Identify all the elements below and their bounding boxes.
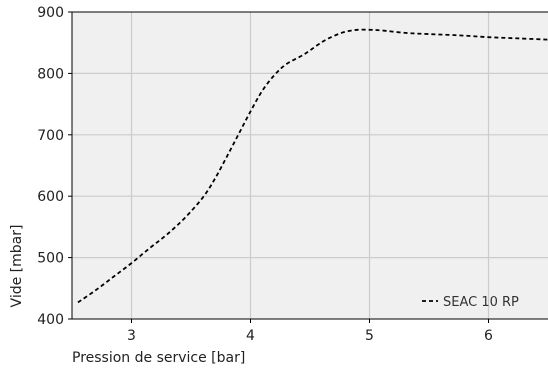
legend-label: SEAC 10 RP xyxy=(443,295,519,310)
x-axis-label: Pression de service [bar] xyxy=(72,350,245,366)
y-axis-label: Vide [mbar] xyxy=(9,225,25,308)
y-tick-label: 500 xyxy=(37,251,64,267)
y-tick-label: 600 xyxy=(37,189,64,205)
y-axis-ticks: 400 500 600 700 800 900 xyxy=(37,5,72,328)
series-layer xyxy=(77,28,548,304)
x-tick-label: 5 xyxy=(365,328,374,344)
y-tick-label: 800 xyxy=(37,66,64,82)
x-tick-label: 6 xyxy=(484,328,493,344)
y-tick-label: 400 xyxy=(37,312,64,328)
legend: SEAC 10 RP xyxy=(422,295,519,310)
y-tick-label: 900 xyxy=(37,5,64,21)
x-tick-label: 4 xyxy=(246,328,255,344)
y-tick-label: 700 xyxy=(37,128,64,144)
x-tick-label: 3 xyxy=(127,328,136,344)
series-line-0 xyxy=(77,28,548,304)
axes xyxy=(71,11,548,320)
grid xyxy=(72,12,548,319)
x-axis-ticks: 3 4 5 6 xyxy=(127,319,493,344)
plot-background xyxy=(72,12,548,319)
